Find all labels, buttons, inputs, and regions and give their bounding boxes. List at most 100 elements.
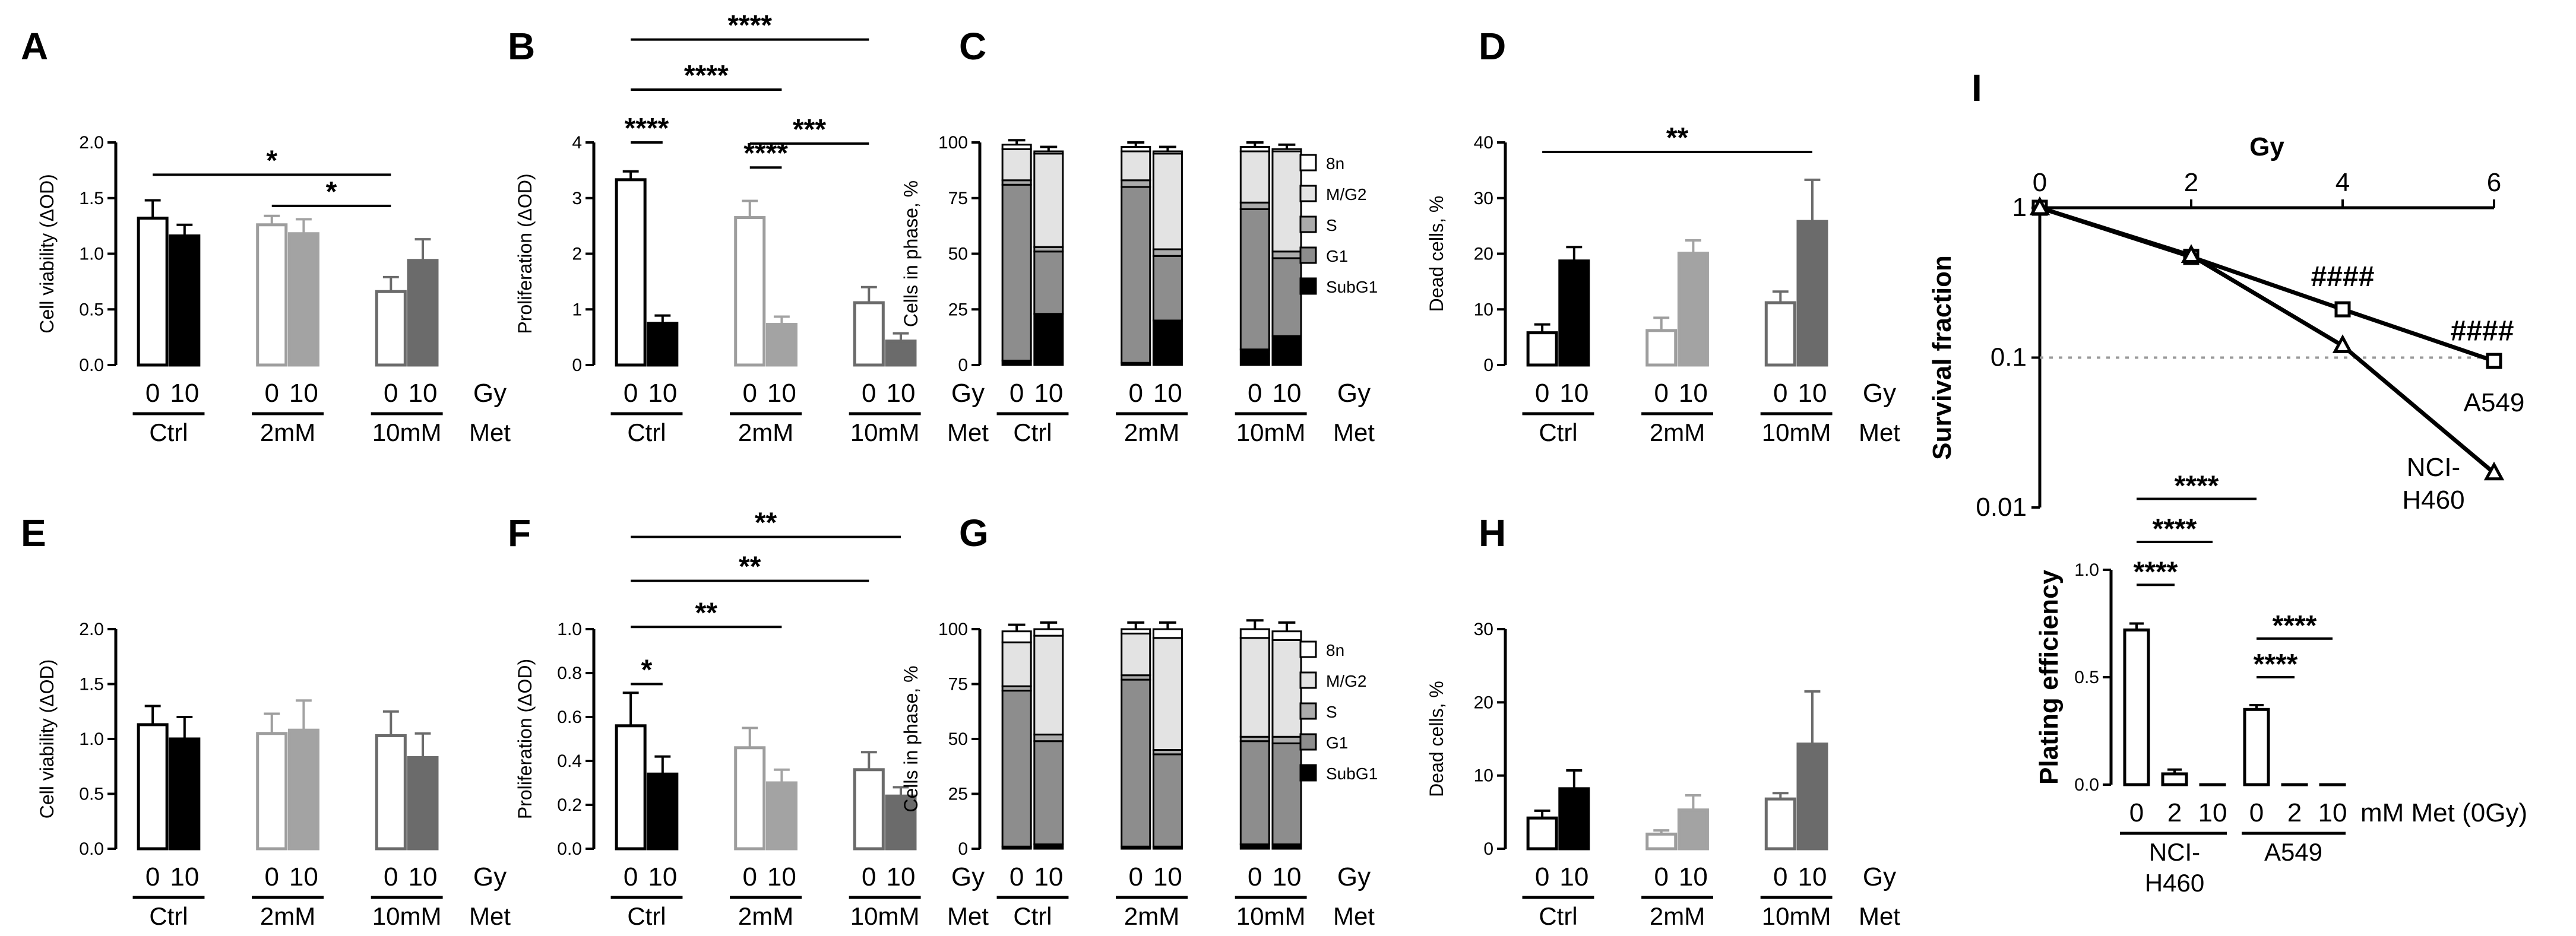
- group-label: 10mM: [372, 902, 442, 930]
- significance-label: *: [326, 176, 337, 208]
- bar: [1677, 252, 1709, 367]
- dose-label: 10: [1797, 862, 1827, 891]
- series-label-line1: NCI-: [2407, 453, 2460, 482]
- y-tick-label: 2.0: [79, 620, 104, 639]
- dose-label: 10: [1797, 379, 1827, 408]
- stack-segment: [1121, 150, 1151, 182]
- y-tick-label: 2: [572, 245, 582, 264]
- significance-label: **: [739, 551, 761, 583]
- group-label: A549: [2264, 838, 2322, 866]
- data-point: [2181, 244, 2202, 263]
- group-label-line2: H460: [2145, 869, 2204, 897]
- annotation: ####: [2311, 261, 2375, 293]
- y-tick-label: 0: [1483, 839, 1493, 859]
- bar: [169, 234, 201, 367]
- category-label: 2: [2167, 798, 2182, 827]
- legend-label: 8n: [1326, 154, 1344, 173]
- dose-unit-label: Gy: [951, 379, 985, 408]
- group-unit-label: Met: [1333, 418, 1375, 446]
- y-tick-label: 0.6: [557, 707, 582, 727]
- legend-label: 8n: [1326, 641, 1344, 659]
- y-tick-label: 75: [948, 675, 968, 694]
- group-unit-label: Met: [469, 418, 511, 446]
- legend-swatch: [1299, 671, 1317, 689]
- stack-segment: [1239, 201, 1270, 210]
- panel-label: A: [21, 25, 48, 68]
- dose-unit-label: Gy: [1337, 862, 1371, 891]
- group-label: 2mM: [1124, 418, 1179, 446]
- legend-swatch: [1299, 185, 1317, 202]
- panel-label: I: [1971, 66, 1982, 109]
- dose-label: 10: [1272, 379, 1301, 408]
- stack-segment: [1271, 742, 1302, 846]
- dose-label: 10: [170, 862, 199, 891]
- dose-unit-label: Gy: [473, 379, 507, 408]
- y-tick-label: 20: [1474, 693, 1493, 712]
- group-label: 2mM: [1650, 418, 1705, 446]
- bar: [647, 322, 679, 367]
- bar: [1526, 816, 1558, 851]
- dose-label: 0: [1654, 862, 1668, 891]
- stack-segment: [1152, 753, 1183, 848]
- significance-label: ****: [2273, 610, 2317, 642]
- legend-swatch: [1299, 764, 1317, 782]
- dose-unit-label: Gy: [473, 862, 507, 891]
- significance-label: **: [755, 507, 777, 539]
- significance-label: ****: [2175, 471, 2219, 502]
- bar: [287, 232, 319, 367]
- y-tick-label: 25: [948, 785, 968, 804]
- y-tick-label: 1.0: [79, 729, 104, 749]
- annotation: ####: [2451, 316, 2514, 347]
- y-tick-label: 0: [958, 839, 968, 859]
- group-unit-label: Met: [947, 418, 989, 446]
- significance-label: ****: [2153, 513, 2197, 545]
- dose-label: 10: [170, 379, 199, 408]
- dose-label: 0: [145, 379, 160, 408]
- stack-segment: [1239, 208, 1270, 351]
- stack-segment: [1152, 150, 1183, 155]
- y-tick-label: 0.4: [557, 751, 582, 771]
- bar: [1677, 808, 1709, 851]
- dose-label: 0: [384, 862, 398, 891]
- category-label: 0: [2249, 798, 2264, 827]
- group-label: 10mM: [850, 418, 920, 446]
- stack-segment: [1239, 150, 1270, 204]
- y-axis-label: Cells in phase, %: [900, 665, 922, 812]
- dose-label: 0: [862, 862, 876, 891]
- bar: [2123, 628, 2150, 786]
- bar: [885, 794, 917, 851]
- stack-segment: [1152, 248, 1183, 257]
- stack-segment: [1152, 319, 1183, 366]
- bar: [256, 732, 288, 851]
- legend-label: G1: [1326, 247, 1348, 265]
- y-tick-label: 100: [938, 133, 968, 153]
- stack-segment: [1001, 144, 1032, 150]
- dose-label: 0: [264, 862, 279, 891]
- dose-label: 10: [1272, 862, 1301, 891]
- bar: [1796, 743, 1828, 851]
- legend-label: SubG1: [1326, 764, 1378, 783]
- dose-label: 10: [648, 379, 677, 408]
- panel-H: H 0 10 20 30 Dead cells, % 0 10 0 10 0 10 Gy Ctrl 2mM 1…: [1426, 512, 1900, 930]
- y-tick-label: 1.5: [79, 189, 104, 208]
- dose-label: 0: [1128, 862, 1143, 891]
- stack-segment: [1121, 632, 1151, 677]
- y-tick-label: 100: [938, 620, 968, 639]
- bar: [1558, 259, 1590, 367]
- legend-swatch: [1299, 154, 1317, 172]
- y-axis-label: Dead cells, %: [1426, 681, 1447, 797]
- y-tick-label: 50: [948, 245, 968, 264]
- stack-segment: [1152, 628, 1183, 639]
- panel-label: B: [508, 25, 535, 68]
- group-label: Ctrl: [1013, 418, 1052, 446]
- data-point: [2483, 461, 2505, 481]
- y-tick-label: 0.0: [79, 356, 104, 375]
- group-label: 2mM: [738, 902, 793, 930]
- legend-label: M/G2: [1326, 672, 1366, 690]
- dose-unit-label: Gy: [1863, 379, 1896, 408]
- series-label-line2: H460: [2402, 486, 2464, 515]
